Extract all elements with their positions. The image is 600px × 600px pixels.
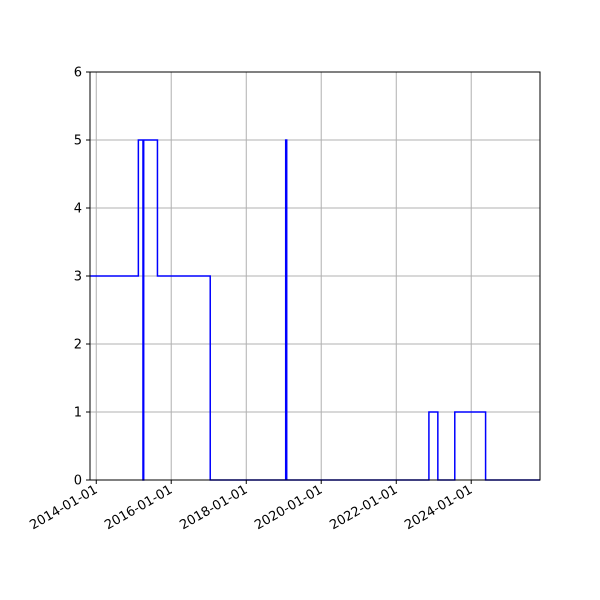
y-tick-label: 5 [74,134,82,149]
y-tick-label: 4 [74,202,82,217]
series-line-0 [90,139,540,481]
y-tick-label: 0 [74,474,82,489]
y-tick-label: 2 [74,338,82,353]
series-layer [90,139,540,481]
y-tick-label: 3 [74,270,82,285]
y-tick-label: 6 [74,66,82,81]
y-tick-label: 1 [74,406,82,421]
ticks [86,71,472,484]
